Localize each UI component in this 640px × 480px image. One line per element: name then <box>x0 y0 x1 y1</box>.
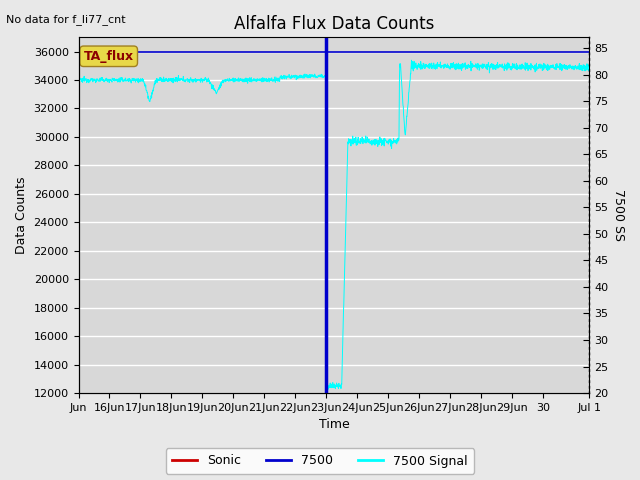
Text: No data for f_li77_cnt: No data for f_li77_cnt <box>6 14 126 25</box>
X-axis label: Time: Time <box>319 419 349 432</box>
Y-axis label: 7500 SS: 7500 SS <box>612 189 625 241</box>
Text: TA_flux: TA_flux <box>84 50 134 63</box>
Title: Alfalfa Flux Data Counts: Alfalfa Flux Data Counts <box>234 15 434 33</box>
Y-axis label: Data Counts: Data Counts <box>15 177 28 254</box>
Legend: Sonic, 7500, 7500 Signal: Sonic, 7500, 7500 Signal <box>166 448 474 474</box>
